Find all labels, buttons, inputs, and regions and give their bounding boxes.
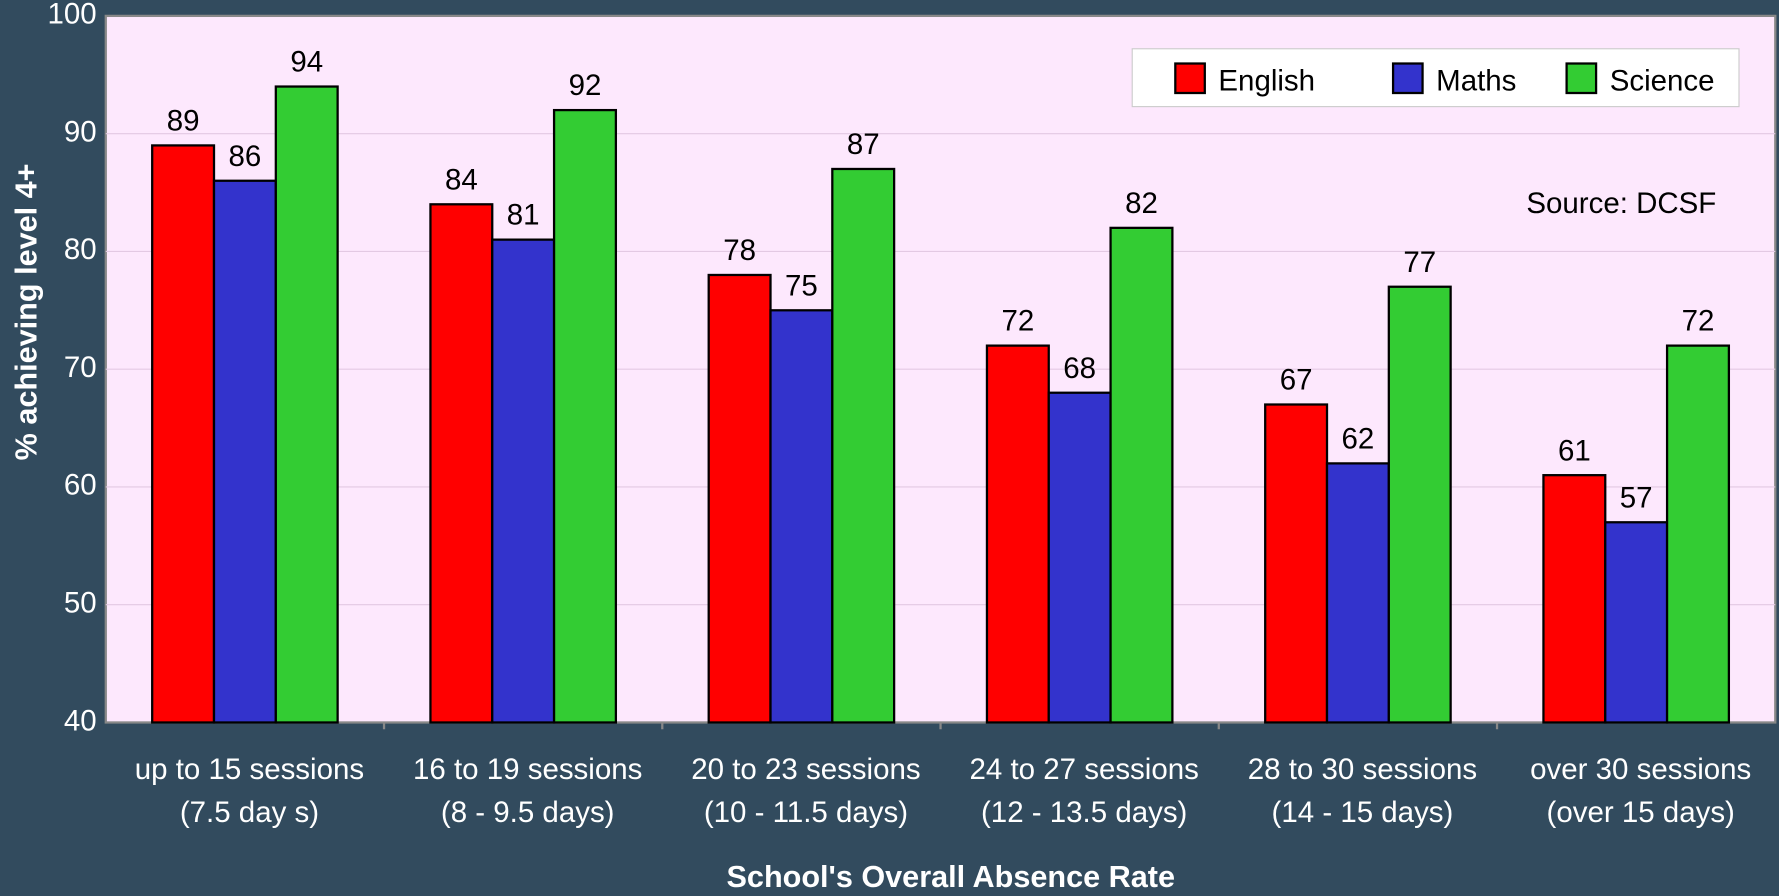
value-label: 81 — [507, 199, 540, 232]
value-label: 61 — [1558, 434, 1591, 467]
bar — [1665, 344, 1731, 724]
bar — [769, 309, 834, 724]
value-label: 82 — [1125, 187, 1158, 220]
x-tick-label: 20 to 23 sessions — [691, 753, 920, 786]
bar — [151, 144, 216, 724]
legend-label: Maths — [1436, 65, 1516, 98]
y-tick-label: 70 — [64, 351, 97, 384]
legend-swatch — [1391, 62, 1424, 95]
value-label: 68 — [1063, 352, 1096, 385]
x-tick-label: (10 - 11.5 days) — [704, 796, 908, 829]
y-tick-label: 50 — [64, 586, 97, 619]
x-tick-label: 16 to 19 sessions — [413, 753, 642, 786]
source-note: Source: DCSF — [1526, 187, 1716, 220]
x-tick-label: (14 - 15 days) — [1272, 796, 1454, 829]
legend-label: English — [1218, 65, 1315, 98]
value-label: 89 — [167, 105, 200, 138]
bar — [831, 167, 896, 724]
value-label: 62 — [1342, 422, 1375, 455]
bar — [212, 179, 277, 724]
y-tick-label: 100 — [48, 0, 97, 31]
value-label: 92 — [569, 69, 602, 102]
bar — [1604, 521, 1669, 724]
bar — [491, 238, 556, 724]
value-label: 57 — [1620, 481, 1653, 514]
bar — [274, 85, 339, 724]
bar — [1047, 391, 1112, 724]
x-tick-label: 24 to 27 sessions — [970, 753, 1199, 786]
y-axis-label: % achieving level 4+ — [10, 163, 44, 460]
legend-box — [1131, 48, 1740, 108]
y-tick-label: 80 — [64, 233, 97, 266]
x-tick-label: over 30 sessions — [1530, 753, 1751, 786]
value-label: 94 — [290, 46, 323, 79]
value-label: 84 — [445, 163, 478, 196]
y-tick-label: 90 — [64, 115, 97, 148]
y-tick-label: 60 — [64, 469, 97, 502]
bar — [1109, 226, 1174, 724]
value-label: 77 — [1403, 246, 1436, 279]
value-label: 87 — [847, 128, 880, 161]
legend-label: Science — [1610, 65, 1715, 98]
bar — [707, 273, 772, 724]
bar — [1542, 474, 1607, 724]
bar — [552, 108, 618, 724]
legend-swatch — [1565, 62, 1598, 95]
value-label: 72 — [1682, 305, 1715, 338]
value-label: 72 — [1001, 305, 1034, 338]
x-axis-label: School's Overall Absence Rate — [727, 860, 1175, 894]
bar — [1264, 403, 1329, 724]
value-label: 67 — [1280, 364, 1313, 397]
x-tick-label: (8 - 9.5 days) — [441, 796, 615, 829]
value-label: 78 — [723, 234, 756, 267]
x-tick-label: 28 to 30 sessions — [1248, 753, 1477, 786]
bar — [985, 344, 1050, 724]
x-tick-label: (12 - 13.5 days) — [981, 796, 1187, 829]
x-tick-label: (over 15 days) — [1547, 796, 1735, 829]
bar — [429, 203, 494, 724]
legend-swatch — [1174, 62, 1206, 95]
y-tick-label: 40 — [64, 704, 97, 737]
x-tick-label: (7.5 day s) — [180, 796, 319, 829]
bar — [1387, 285, 1452, 724]
bar — [1325, 462, 1390, 724]
value-label: 75 — [785, 269, 818, 302]
x-tick-label: up to 15 sessions — [135, 753, 364, 786]
value-label: 86 — [229, 140, 262, 173]
